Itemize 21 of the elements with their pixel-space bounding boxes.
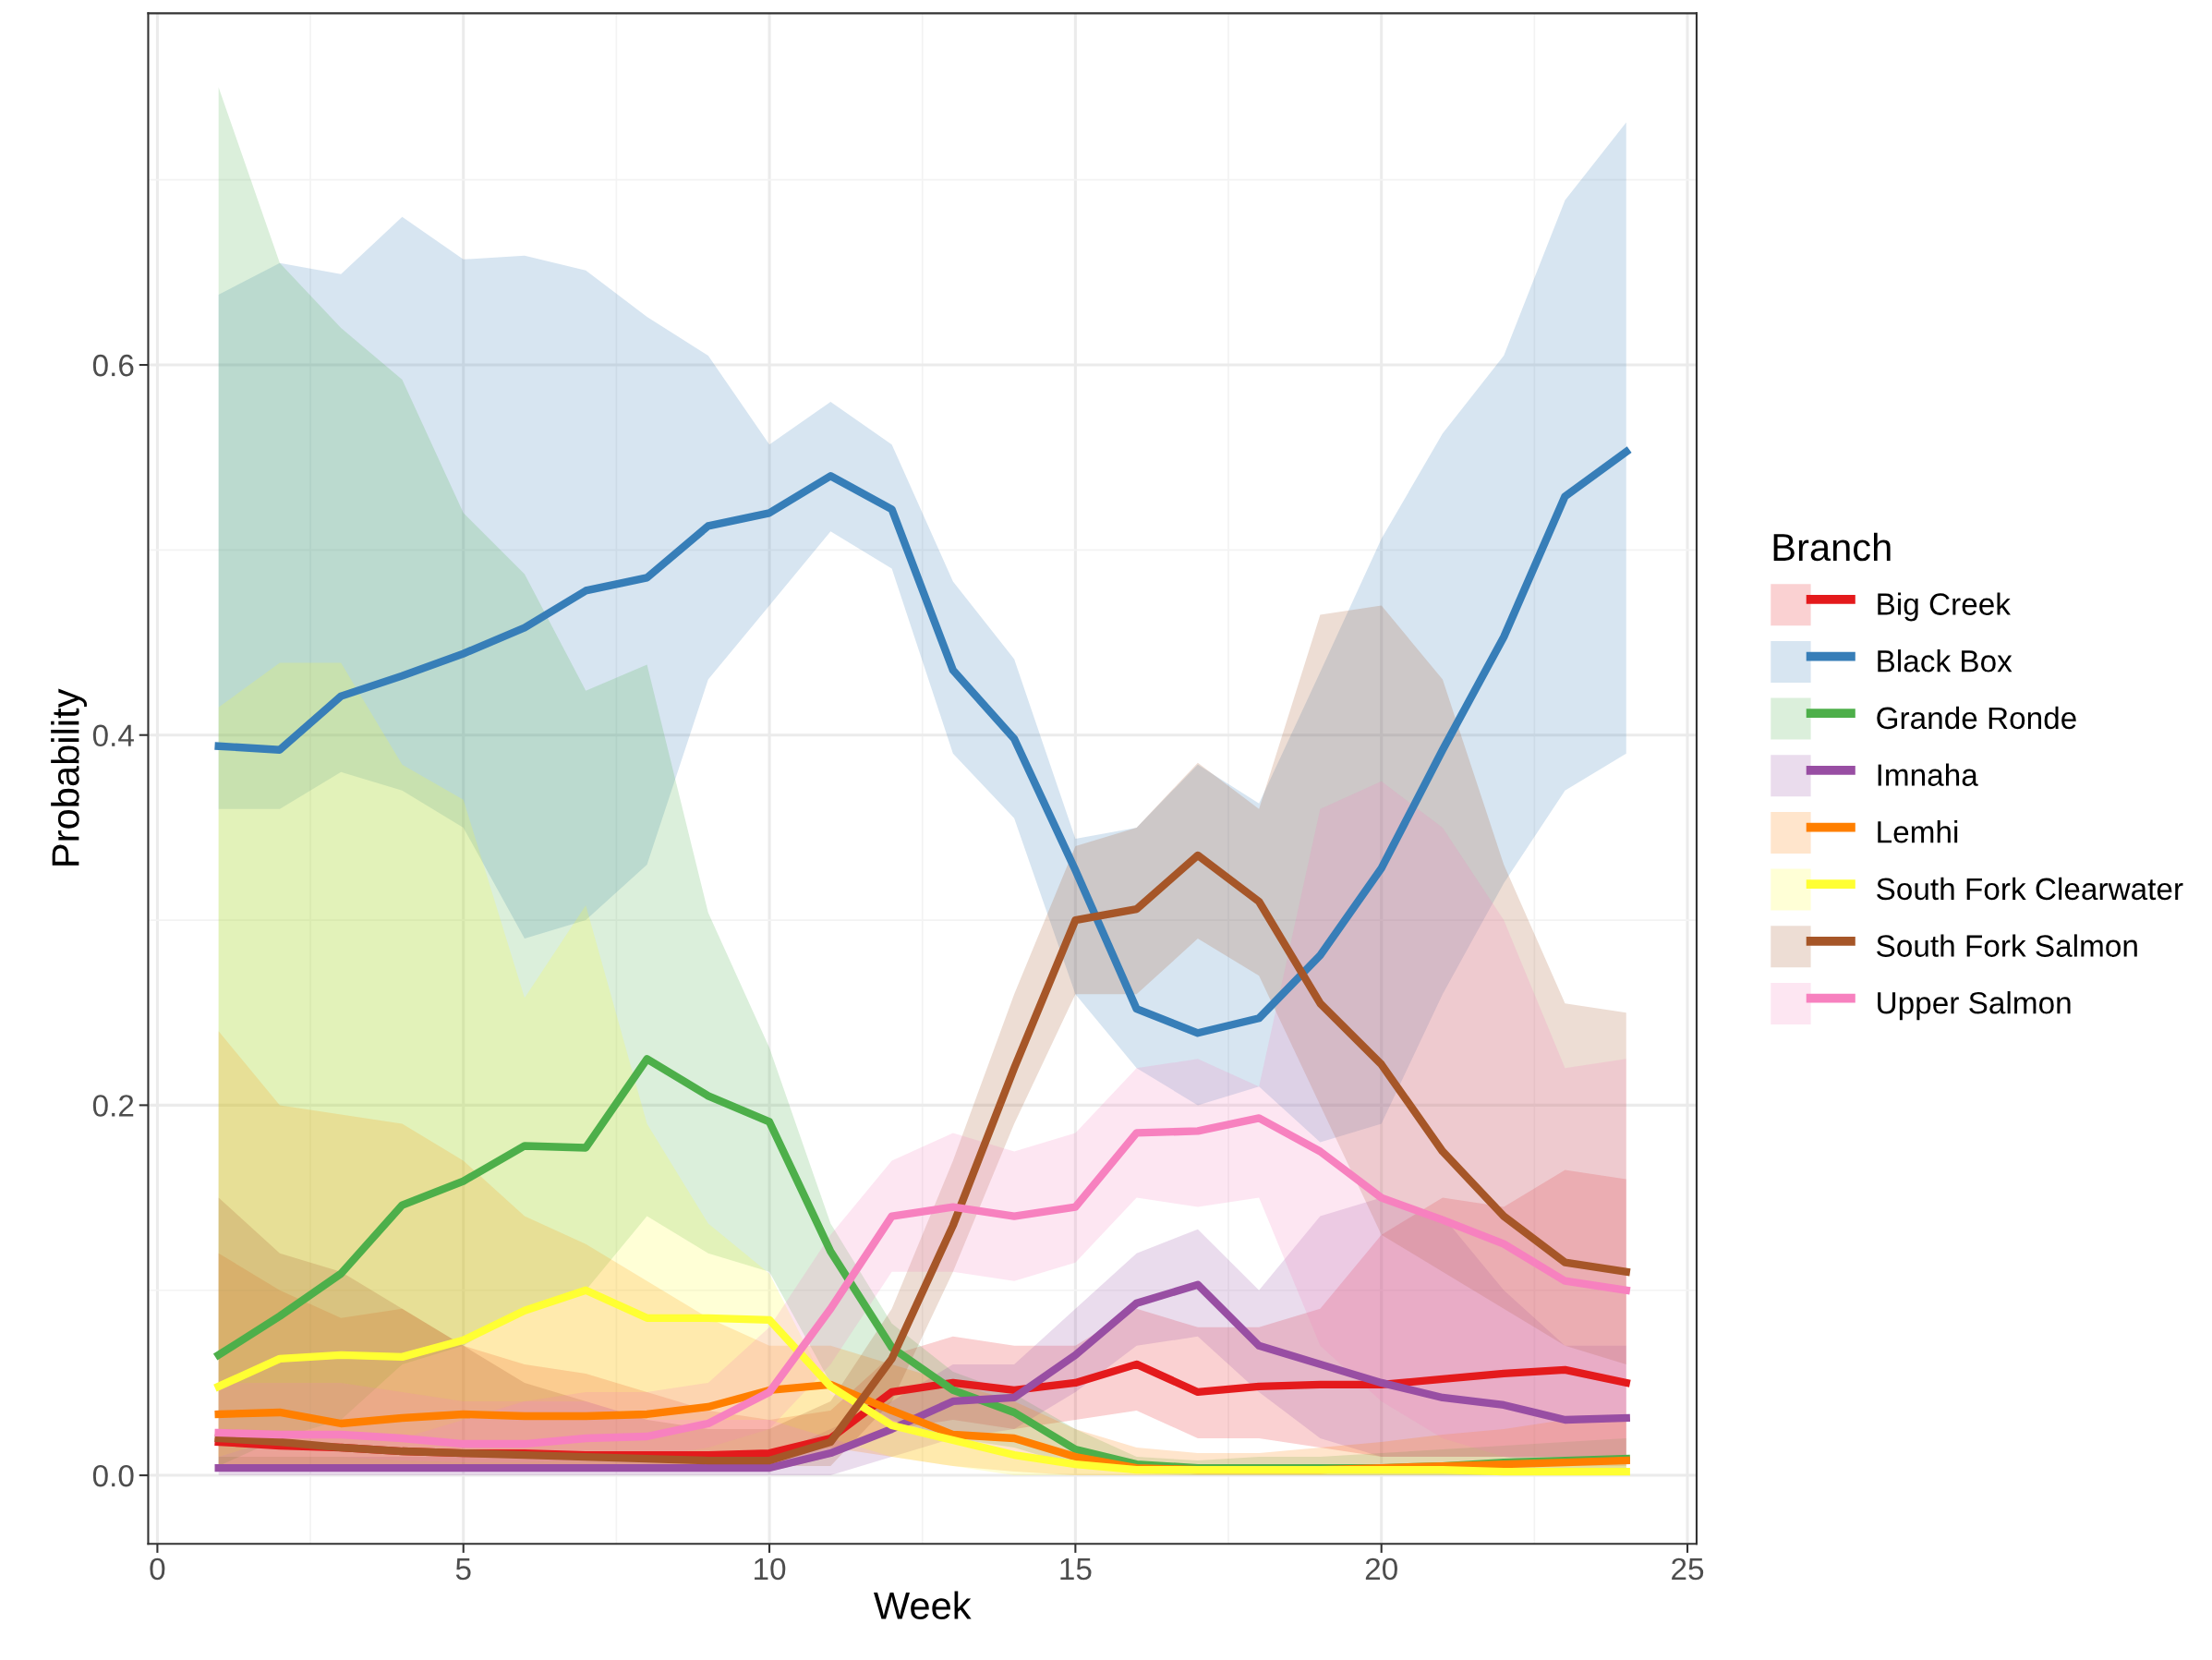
legend-label: Upper Salmon [1878,991,2071,1021]
legend-label: Grande Ronde [1877,706,2076,730]
x-tick-label: 20 [1365,1557,1397,1581]
legend-label: Big Creek [1878,592,2011,622]
y-tick-label: 0.4 [92,724,134,747]
x-tick-label: 15 [1060,1558,1092,1581]
y-tick-label: 0.2 [92,1095,134,1117]
x-tick-label: 0 [150,1557,165,1581]
legend-label: South Fork Salmon [1877,934,2137,957]
legend-label: South Fork Clearwater [1877,877,2183,901]
legend-title: Branch [1773,532,1891,562]
y-tick-label: 0.6 [92,354,134,377]
y-tick-label: 0.0 [92,1464,134,1487]
legend-label: Lemhi [1878,820,1958,843]
x-tick-label: 5 [455,1558,471,1581]
y-axis-title: Probability [51,688,87,866]
x-axis-title: Week [874,1591,972,1620]
x-tick-label: 10 [755,1557,786,1581]
legend-label: Black Box [1878,649,2013,672]
legend-label: Imnaha [1878,763,1978,786]
x-tick-label: 25 [1672,1557,1704,1581]
